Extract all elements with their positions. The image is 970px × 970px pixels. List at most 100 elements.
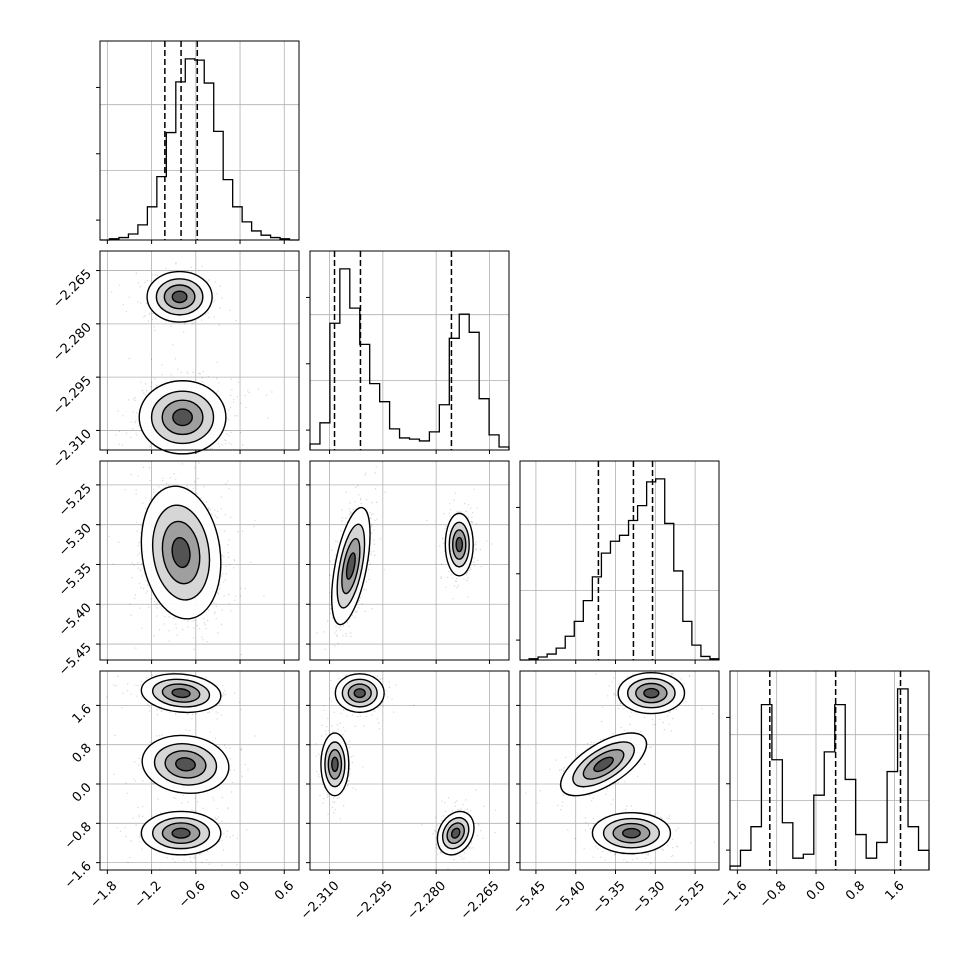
hist-1-bin-13 (439, 405, 449, 450)
hist-2-steps (520, 478, 720, 661)
hist-0-bin-17 (261, 235, 270, 240)
hist-3-bin-8 (814, 795, 824, 870)
pair-1-0-mode-0-contour-3 (171, 290, 188, 304)
hist-0-bin-9 (185, 59, 194, 240)
pair-3-0-frame (99, 670, 300, 871)
hist-1-bin-5 (360, 344, 370, 450)
hist-1-bin-8 (390, 429, 400, 450)
hist-3-xtick-label-4: 1.6 (882, 878, 907, 903)
pair-3-0-ytick-label-1: −0.8 (62, 820, 95, 853)
pair-1-0-ytick-label-3: −2.265 (50, 267, 95, 312)
hist-1-bin-15 (459, 314, 469, 450)
hist-2-frame (519, 460, 720, 661)
pair-3-0-mode-0-contour-3 (171, 688, 191, 699)
hist-2-bin-10 (610, 541, 619, 660)
hist-2-bin-9 (601, 553, 610, 660)
pair-3-1-mode-1-contour-3 (331, 756, 339, 773)
hist-2-bin-11 (620, 535, 629, 660)
hist-0-bin-14 (233, 207, 242, 240)
hist-1-bin-16 (469, 332, 479, 450)
hist-1-bin-9 (400, 438, 410, 450)
hist-3-frame (729, 670, 930, 871)
hist-0-bin-4 (138, 225, 147, 240)
pair-3-2-mode-2-contour-3 (621, 827, 641, 839)
hist-1-bin-0 (310, 444, 320, 450)
hist-3-xtick-label-3: 0.8 (843, 878, 868, 903)
pair-1-0-ytick-label-0: −2.310 (50, 427, 95, 472)
hist-0-bin-11 (204, 83, 213, 240)
pair-1-0-frame (99, 250, 300, 451)
hist-3-bin-17 (908, 827, 918, 870)
hist-1-bin-7 (380, 402, 390, 450)
hist-1-bin-6 (370, 384, 380, 450)
hist-0-frame (99, 40, 300, 241)
pair-2-1-frame (309, 460, 510, 661)
hist-3-bin-16 (898, 689, 908, 870)
hist-3-bin-1 (740, 850, 750, 870)
pair-3-1-xtick-label-3: −2.265 (458, 878, 503, 923)
hist-1-bin-1 (320, 423, 330, 450)
hist-0-bin-3 (128, 234, 137, 240)
pair-2-0-ytick-label-1: −5.40 (56, 601, 95, 640)
pair-3-2-mode-1-contour-3 (593, 756, 614, 773)
hist-0-bin-12 (214, 131, 223, 240)
hist-2-bin-14 (647, 482, 656, 660)
pair-3-2-xtick-label-0: −5.45 (510, 878, 549, 917)
pair-2-0-ytick-label-4: −5.25 (56, 481, 95, 520)
hist-1-steps (309, 268, 510, 450)
hist-2-bin-16 (665, 523, 674, 660)
pair-3-0-xtick-label-0: −1.8 (87, 878, 120, 911)
hist-3-bin-15 (887, 772, 897, 870)
pair-3-0-ytick-label-2: 0.0 (70, 780, 95, 805)
pair-3-0-ytick-label-4: 1.6 (70, 702, 95, 727)
pair-1-0-ytick-label-1: −2.295 (50, 373, 95, 418)
pair-3-0-xtick-label-1: −1.2 (132, 878, 165, 911)
hist-3-bin-9 (824, 752, 834, 870)
hist-1-bin-3 (340, 269, 350, 450)
pair-3-1-xtick-label-0: −2.310 (298, 878, 343, 923)
pair-3-1-frame (309, 670, 510, 871)
pair-3-1-mode-2-contour-3 (450, 827, 461, 839)
pair-1-0-mode-1-contour-3 (172, 408, 193, 427)
pair-3-2-xtick-label-2: −5.35 (590, 878, 629, 917)
pair-2-0-ytick-label-0: −5.45 (56, 640, 95, 679)
hist-0-bin-16 (252, 231, 261, 240)
hist-3-bin-6 (793, 858, 803, 870)
pair-3-0-mode-1-contour-3 (175, 757, 196, 772)
pair-3-2-xtick-label-4: −5.25 (669, 878, 708, 917)
hist-1-bin-18 (489, 435, 499, 450)
pair-3-2-mode-0-contour-3 (643, 687, 660, 699)
hist-3-bin-2 (751, 827, 761, 870)
pair-3-0-ytick-label-0: −1.6 (62, 859, 95, 892)
pair-3-1-xtick-label-2: −2.280 (405, 878, 450, 923)
hist-3-bin-12 (856, 835, 866, 870)
hist-2-bin-15 (656, 479, 665, 660)
hist-3-steps (729, 688, 930, 870)
pair-3-1-xtick-label-1: −2.295 (351, 878, 396, 923)
hist-0-bin-7 (166, 133, 175, 240)
hist-1-bin-12 (429, 432, 439, 450)
pair-3-2-frame (519, 670, 720, 871)
hist-3-xtick-label-1: −0.8 (757, 878, 790, 911)
hist-3-bin-5 (782, 823, 792, 870)
hist-2-bin-18 (683, 621, 692, 660)
pair-2-0-ytick-label-2: −5.35 (56, 561, 95, 600)
pair-3-2-xtick-label-3: −5.30 (630, 878, 669, 917)
pair-2-0-mode-0-contour-3 (171, 536, 191, 569)
pair-2-1-mode-1-contour-3 (455, 536, 464, 553)
hist-2-bin-3 (547, 654, 556, 660)
pair-1-0-ytick-label-2: −2.280 (50, 320, 95, 365)
pair-3-0-ytick-label-3: 0.8 (70, 741, 95, 766)
hist-2-bin-13 (638, 506, 647, 660)
hist-2-bin-5 (565, 636, 574, 660)
hist-1-frame (309, 250, 510, 451)
pair-3-0-xtick-label-2: −0.6 (176, 878, 209, 911)
pair-3-2-xtick-label-1: −5.40 (550, 878, 589, 917)
pair-2-0-ytick-label-3: −5.30 (56, 521, 95, 560)
hist-3-bin-14 (877, 842, 887, 870)
hist-1-bin-11 (419, 441, 429, 450)
hist-2-bin-4 (556, 648, 565, 660)
hist-0-steps (100, 58, 299, 241)
hist-3-xtick-label-2: 0.0 (804, 878, 829, 903)
